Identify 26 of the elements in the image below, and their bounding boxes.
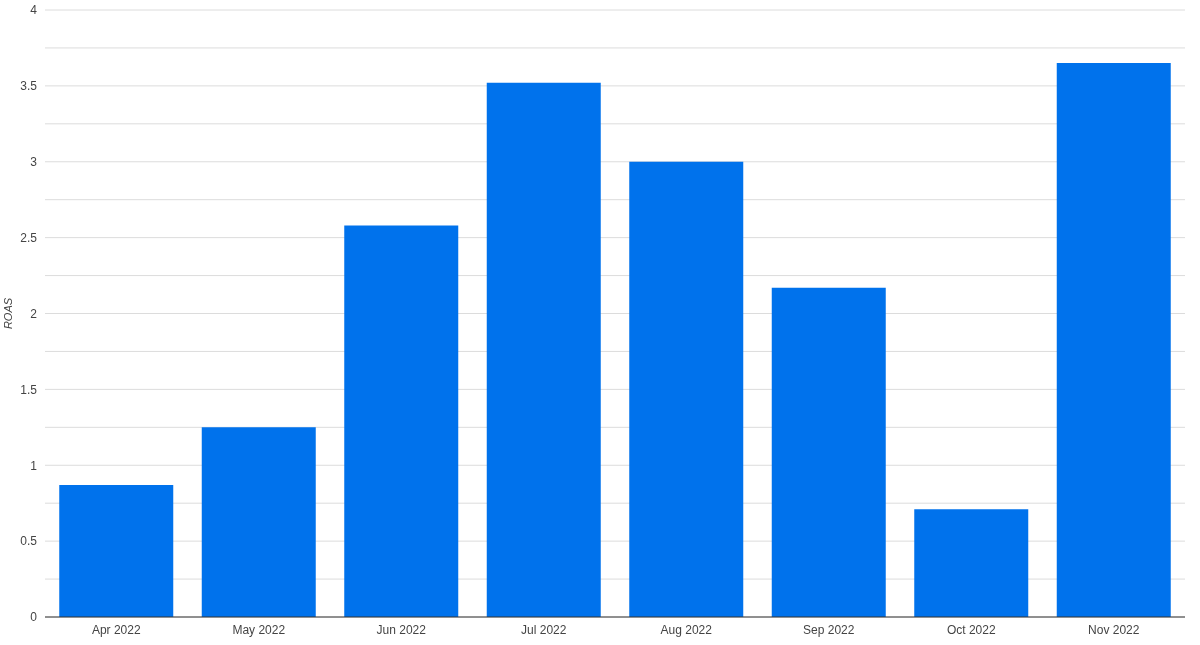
x-tick-label: Oct 2022 <box>946 622 996 637</box>
y-tick-label: 1.5 <box>20 382 38 397</box>
y-tick-label: 4 <box>30 3 38 18</box>
x-tick-label: Sep 2022 <box>803 622 855 637</box>
bar <box>914 509 1029 617</box>
bar <box>344 225 459 617</box>
y-tick-label: 0.5 <box>20 534 38 549</box>
x-tick-label: Aug 2022 <box>660 622 713 637</box>
bar <box>201 427 316 617</box>
x-tick-label: Nov 2022 <box>1088 622 1140 637</box>
bar <box>486 82 601 617</box>
bar <box>629 161 744 617</box>
x-tick-label: Apr 2022 <box>91 622 141 637</box>
y-tick-label: 3.5 <box>20 79 38 94</box>
bar <box>1056 63 1171 617</box>
bar <box>59 484 174 617</box>
x-tick-label: May 2022 <box>232 622 286 637</box>
y-tick-label: 2 <box>30 306 38 321</box>
bar <box>771 287 886 617</box>
y-tick-label: 1 <box>30 458 38 473</box>
y-axis-title: ROAS <box>1 297 14 330</box>
y-tick-label: 3 <box>30 155 38 170</box>
y-tick-label: 0 <box>30 610 38 625</box>
x-tick-label: Jun 2022 <box>376 622 427 637</box>
x-tick-label: Jul 2022 <box>521 622 567 637</box>
y-tick-label: 2.5 <box>20 230 38 245</box>
